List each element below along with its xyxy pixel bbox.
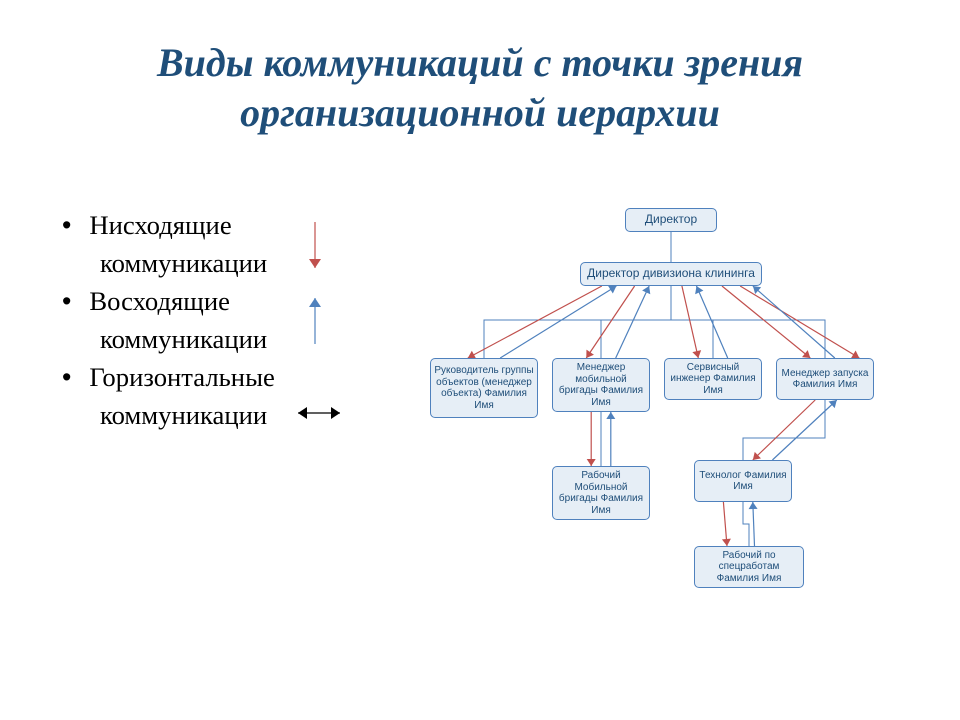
- org-node-label: Менеджер запуска Фамилия Имя: [780, 368, 870, 391]
- org-node-label: Рабочий по спецработам Фамилия Имя: [698, 550, 800, 585]
- org-node-div_dir: Директор дивизиона клининга: [580, 262, 762, 286]
- org-node-worker_spec: Рабочий по спецработам Фамилия Имя: [694, 546, 804, 588]
- org-node-label: Технолог Фамилия Имя: [698, 470, 788, 493]
- org-node-label: Сервисный инженер Фамилия Имя: [668, 362, 758, 397]
- org-node-director: Директор: [625, 208, 717, 232]
- org-node-mgr_mobile: Менеджер мобильной бригады Фамилия Имя: [552, 358, 650, 412]
- org-node-service: Сервисный инженер Фамилия Имя: [664, 358, 762, 400]
- connector: [671, 286, 825, 358]
- org-node-label: Менеджер мобильной бригады Фамилия Имя: [556, 362, 646, 408]
- org-node-mgr_group: Руководитель группы объектов (менеджер о…: [430, 358, 538, 418]
- org-node-technolog: Технолог Фамилия Имя: [694, 460, 792, 502]
- org-node-worker_mob: Рабочий Мобильной бригады Фамилия Имя: [552, 466, 650, 520]
- org-node-label: Директор дивизиона клининга: [584, 267, 758, 281]
- connector: [743, 502, 749, 546]
- org-node-mgr_launch: Менеджер запуска Фамилия Имя: [776, 358, 874, 400]
- connector: [601, 286, 671, 358]
- org-node-label: Директор: [629, 213, 713, 227]
- connector: [484, 286, 671, 358]
- connector: [671, 286, 713, 358]
- org-node-label: Рабочий Мобильной бригады Фамилия Имя: [556, 470, 646, 516]
- org-node-label: Руководитель группы объектов (менеджер о…: [434, 365, 534, 411]
